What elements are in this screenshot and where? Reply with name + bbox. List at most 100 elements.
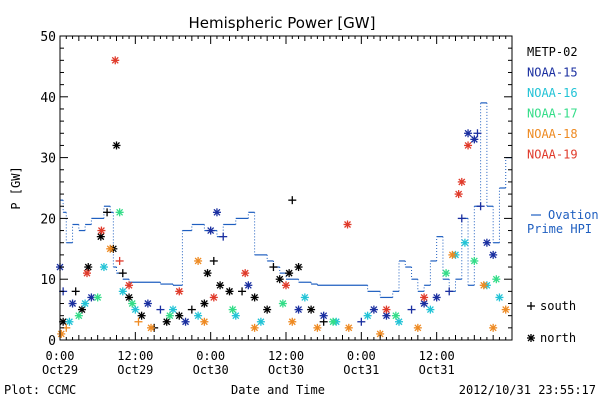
north-point	[162, 317, 171, 326]
marker-stroke	[226, 287, 233, 295]
north-point	[501, 305, 510, 314]
north-point	[489, 250, 498, 259]
marker-stroke	[458, 178, 466, 186]
marker-stroke	[194, 312, 202, 320]
north-point	[495, 293, 504, 302]
marker-stroke	[288, 318, 296, 326]
marker-stroke	[125, 281, 133, 289]
ovation-legend-label: Ovation	[548, 208, 599, 222]
marker-stroke	[213, 208, 221, 216]
marker-stroke	[464, 129, 472, 137]
y-tick-label: 0	[48, 334, 56, 349]
marker-stroke	[483, 239, 491, 247]
north-point	[169, 305, 177, 314]
x-tick-label-time: 0:00	[46, 349, 75, 363]
north-point	[294, 305, 303, 314]
marker-stroke	[84, 263, 92, 271]
marker-stroke	[492, 275, 500, 283]
series-noaa-15	[56, 129, 498, 326]
y-tick-label: 50	[40, 30, 56, 45]
footer-left: Plot: CCMC	[4, 383, 76, 397]
marker-stroke	[83, 269, 91, 277]
legend-entry-noaa-18: NOAA-18	[527, 127, 578, 141]
marker-stroke	[175, 312, 183, 320]
marker-stroke	[119, 287, 127, 295]
north-point	[241, 269, 250, 278]
marker-stroke	[182, 318, 190, 326]
marker-legend-label: north	[540, 331, 576, 345]
y-tick-label: 20	[40, 212, 56, 227]
south-point	[457, 214, 466, 223]
south-marker-icon	[527, 302, 535, 310]
ovation-legend-label-2: Prime HPI	[527, 222, 592, 236]
marker-stroke	[131, 306, 139, 314]
footer-right: 2012/10/31 23:55:17	[459, 383, 596, 397]
marker-stroke	[470, 257, 478, 265]
marker-stroke	[455, 190, 463, 198]
north-point	[288, 317, 297, 326]
north-point	[125, 281, 134, 290]
legend-entry-noaa-17: NOAA-17	[527, 107, 578, 121]
north-point	[143, 299, 152, 308]
north-point	[457, 177, 466, 186]
north-point	[420, 293, 429, 302]
north-point	[344, 323, 353, 332]
north-point	[131, 305, 140, 314]
north-point	[112, 141, 121, 150]
legend-entry-noaa-15: NOAA-15	[527, 66, 578, 80]
marker-stroke	[111, 56, 119, 64]
south-point	[134, 317, 143, 326]
x-tick-label-time: 12:00	[268, 349, 304, 363]
ovation-line	[60, 102, 512, 299]
marker-stroke	[169, 306, 177, 314]
north-point	[225, 287, 234, 296]
marker-stroke	[489, 324, 497, 332]
north-point	[250, 293, 259, 302]
marker-stroke	[313, 324, 321, 332]
y-tick-label: 10	[40, 273, 56, 288]
marker-stroke	[81, 300, 89, 307]
north-point	[209, 293, 218, 302]
marker-stroke	[263, 306, 271, 314]
south-point	[209, 256, 218, 265]
south-point	[118, 269, 127, 278]
south-point	[476, 202, 485, 211]
data-points	[56, 56, 510, 338]
north-point	[97, 226, 106, 235]
north-point	[200, 299, 209, 308]
north-point	[203, 269, 212, 278]
north-point	[307, 305, 316, 314]
marker-stroke	[94, 293, 102, 301]
marker-stroke	[295, 263, 303, 271]
north-point	[194, 256, 203, 265]
south-point	[115, 256, 124, 265]
marker-stroke	[320, 312, 328, 320]
marker-stroke	[75, 312, 83, 320]
marker-stroke	[175, 287, 183, 295]
north-point	[363, 311, 372, 320]
marker-stroke	[329, 318, 337, 326]
marker-stroke	[364, 312, 372, 320]
north-point	[479, 281, 488, 290]
marker-stroke	[200, 300, 208, 307]
marker-stroke	[200, 318, 208, 326]
marker-stroke	[420, 293, 428, 301]
north-point	[285, 269, 294, 278]
marker-stroke	[448, 251, 456, 259]
north-point	[275, 275, 284, 284]
marker-stroke	[426, 306, 434, 314]
marker-stroke	[144, 300, 152, 307]
north-point	[369, 305, 378, 314]
south-point	[357, 317, 366, 326]
south-point	[407, 305, 416, 314]
marker-stroke	[194, 257, 202, 265]
marker-stroke	[345, 324, 353, 332]
marker-stroke	[244, 281, 252, 289]
series-noaa-18	[57, 244, 510, 338]
marker-stroke	[251, 324, 259, 332]
north-point	[426, 305, 435, 314]
marker-stroke	[147, 324, 155, 332]
north-point	[125, 293, 134, 302]
north-point	[82, 269, 91, 278]
